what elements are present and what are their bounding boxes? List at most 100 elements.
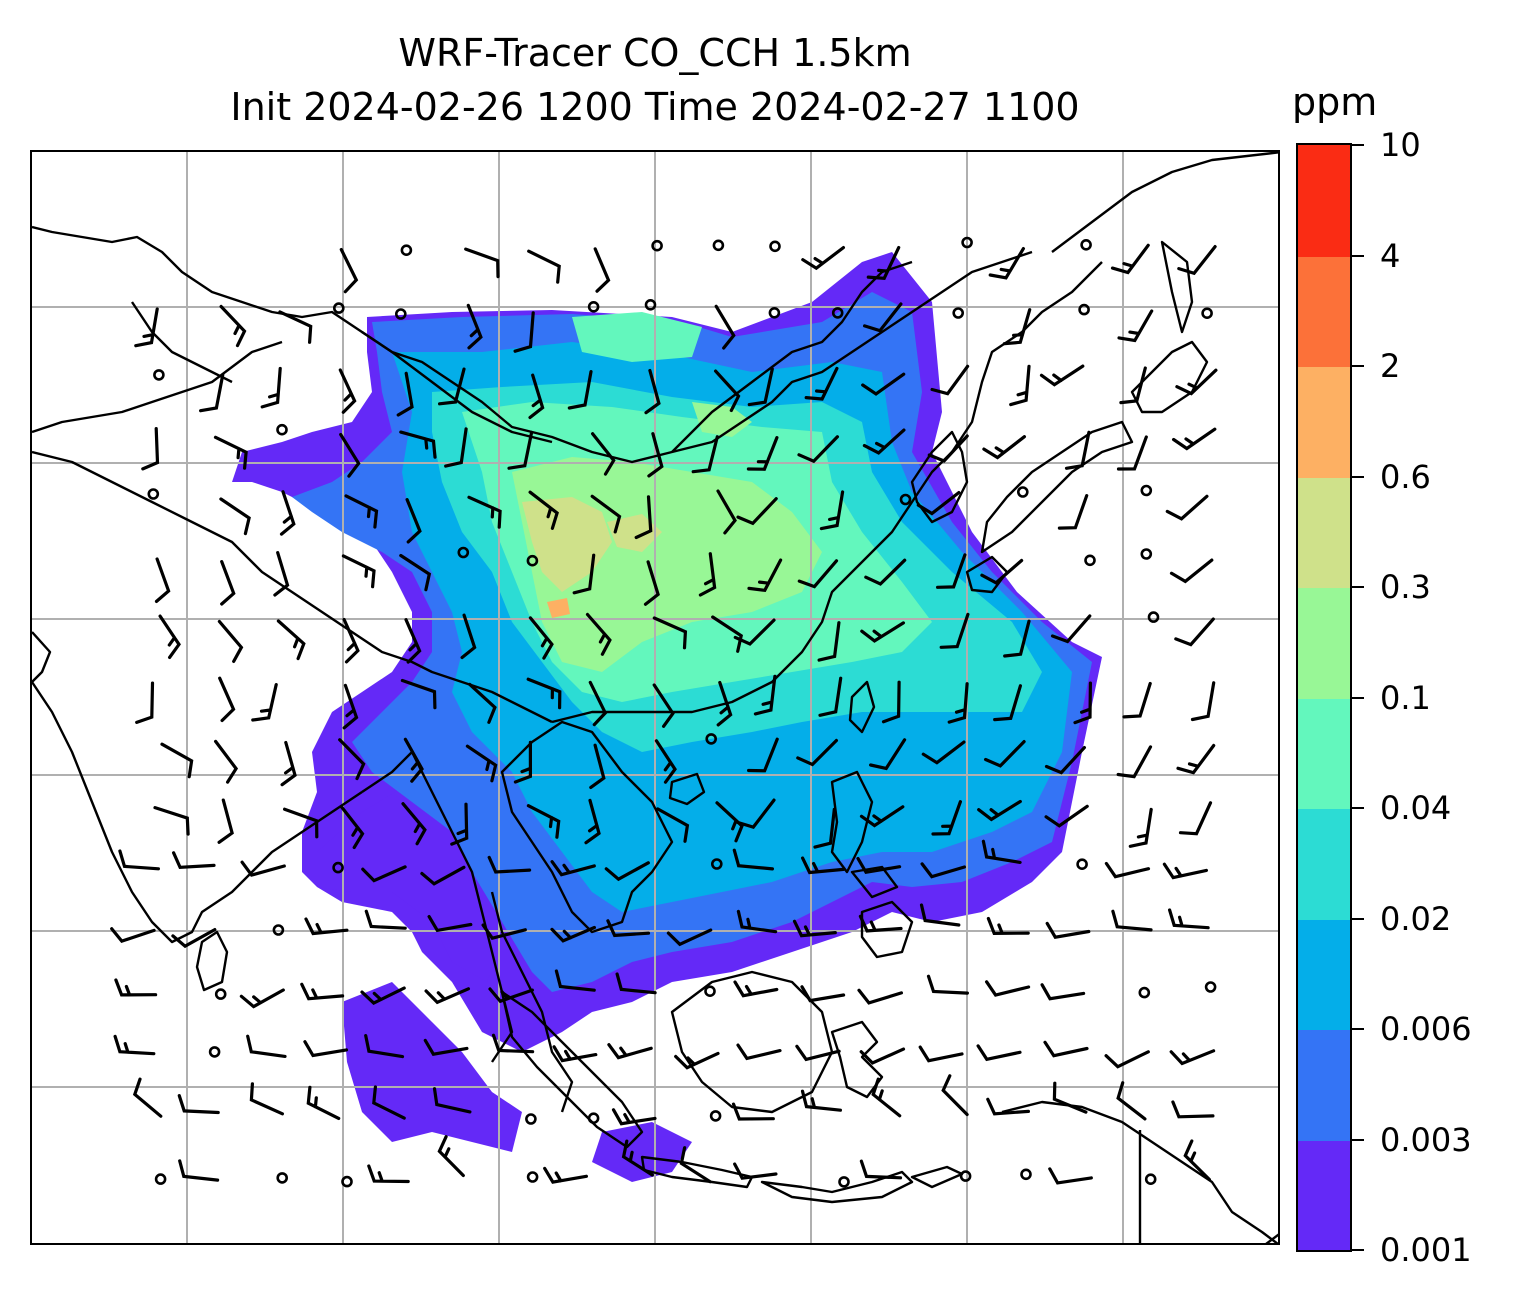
wind-barb bbox=[1050, 614, 1092, 644]
calm-wind-marker bbox=[1080, 239, 1092, 251]
wind-barb bbox=[338, 368, 357, 414]
wind-barb bbox=[423, 1038, 469, 1056]
wind-barb bbox=[554, 969, 596, 992]
wind-barb bbox=[300, 982, 345, 1001]
wind-barb bbox=[818, 676, 843, 717]
calm-wind-marker bbox=[959, 1170, 972, 1182]
wind-barb bbox=[858, 914, 903, 933]
wind-barb bbox=[804, 366, 839, 401]
wind-barb bbox=[732, 848, 774, 871]
wind-barb bbox=[652, 616, 688, 650]
wind-barb bbox=[747, 737, 779, 773]
coast-luzon bbox=[830, 770, 874, 874]
wind-barb bbox=[984, 740, 1026, 768]
wind-barb bbox=[864, 558, 907, 586]
wind-barb bbox=[361, 865, 407, 883]
wind-barb bbox=[113, 1034, 156, 1056]
wind-barb bbox=[420, 865, 466, 886]
wind-barb bbox=[1116, 435, 1148, 471]
colorbar bbox=[1296, 143, 1352, 1252]
calm-wind-marker bbox=[1138, 986, 1151, 999]
calm-wind-marker bbox=[400, 244, 413, 256]
wind-barb bbox=[1044, 746, 1086, 775]
calm-wind-marker bbox=[332, 861, 344, 874]
wind-barb bbox=[753, 674, 777, 716]
wind-barb bbox=[736, 798, 776, 829]
wind-barb bbox=[634, 495, 653, 540]
colorbar-tick-label: 10 bbox=[1380, 126, 1421, 164]
wind-barb bbox=[800, 985, 846, 1003]
wind-barb bbox=[593, 247, 611, 293]
wind-barb bbox=[306, 1085, 341, 1120]
coast-sumatra bbox=[500, 990, 644, 1149]
wind-barb bbox=[1110, 243, 1150, 275]
colorbar-band-4 bbox=[1298, 697, 1350, 809]
wind-barb bbox=[869, 738, 907, 771]
colorbar-tick-label: 0.3 bbox=[1380, 568, 1431, 606]
wind-barb bbox=[488, 987, 534, 1004]
wind-barb bbox=[1104, 861, 1151, 879]
calm-wind-marker bbox=[587, 301, 600, 313]
wind-barb bbox=[714, 369, 741, 413]
coast-sulawesi bbox=[830, 1020, 884, 1099]
wind-barb bbox=[403, 737, 424, 783]
calm-wind-marker bbox=[276, 1172, 288, 1184]
plume-band-06 bbox=[547, 598, 570, 618]
wind-barb bbox=[246, 1034, 287, 1058]
wind-barb bbox=[856, 856, 902, 875]
colorbar-tick bbox=[1352, 917, 1364, 920]
wind-barb bbox=[859, 1159, 903, 1180]
wind-barb bbox=[716, 489, 737, 535]
wind-barb bbox=[567, 370, 593, 410]
coast-indochina bbox=[500, 720, 674, 934]
wind-barb bbox=[797, 435, 839, 464]
wind-barb bbox=[279, 490, 296, 536]
wind-barb bbox=[487, 855, 532, 874]
wind-barb bbox=[736, 497, 778, 526]
calm-wind-marker bbox=[952, 307, 965, 319]
calm-wind-marker bbox=[332, 302, 345, 314]
calm-wind-marker bbox=[276, 423, 288, 436]
wind-barb bbox=[1040, 983, 1086, 1001]
wind-barb bbox=[920, 862, 966, 879]
wind-barb bbox=[444, 427, 468, 468]
wind-barb bbox=[217, 619, 244, 663]
wind-barb bbox=[432, 1087, 472, 1114]
wind-barb bbox=[746, 436, 779, 471]
wind-barb bbox=[916, 491, 961, 516]
colorbar-tick-label: 0.6 bbox=[1380, 457, 1431, 496]
wind-barb bbox=[977, 799, 1022, 822]
colorbar-tick-label: 0.003 bbox=[1380, 1120, 1472, 1159]
calm-wind-marker bbox=[1147, 611, 1160, 623]
wind-barb bbox=[656, 807, 690, 843]
wind-barb bbox=[240, 860, 286, 877]
wind-barb bbox=[304, 917, 349, 936]
wind-barb bbox=[647, 432, 664, 478]
wind-barb bbox=[698, 552, 717, 597]
wind-barb bbox=[589, 743, 606, 789]
wind-barb bbox=[276, 619, 306, 661]
calm-wind-marker bbox=[1144, 1173, 1157, 1185]
wind-barb bbox=[604, 861, 650, 882]
calm-wind-marker bbox=[712, 239, 725, 252]
wind-barb bbox=[1057, 494, 1089, 530]
wind-barb bbox=[364, 909, 407, 930]
wind-barb bbox=[342, 617, 360, 664]
wind-barb bbox=[339, 247, 359, 294]
wind-barb bbox=[364, 1034, 405, 1059]
plot-title-line2: Init 2024-02-26 1200 Time 2024-02-27 110… bbox=[230, 85, 1080, 129]
coast-borneo bbox=[670, 970, 834, 1114]
wind-barb bbox=[1171, 1100, 1215, 1119]
calm-wind-marker bbox=[341, 1175, 353, 1188]
wind-barb bbox=[135, 681, 155, 724]
wind-barb bbox=[817, 621, 841, 662]
wind-barb bbox=[1043, 1040, 1089, 1058]
wind-barb bbox=[1175, 368, 1218, 396]
colorbar-tick-label: 0.02 bbox=[1380, 899, 1452, 938]
wind-barb bbox=[528, 373, 545, 420]
wind-barb bbox=[881, 680, 901, 724]
wind-barb bbox=[341, 554, 376, 589]
wind-barb bbox=[643, 560, 660, 606]
wind-barb bbox=[986, 1097, 1030, 1116]
calm-wind-marker bbox=[526, 1171, 539, 1183]
